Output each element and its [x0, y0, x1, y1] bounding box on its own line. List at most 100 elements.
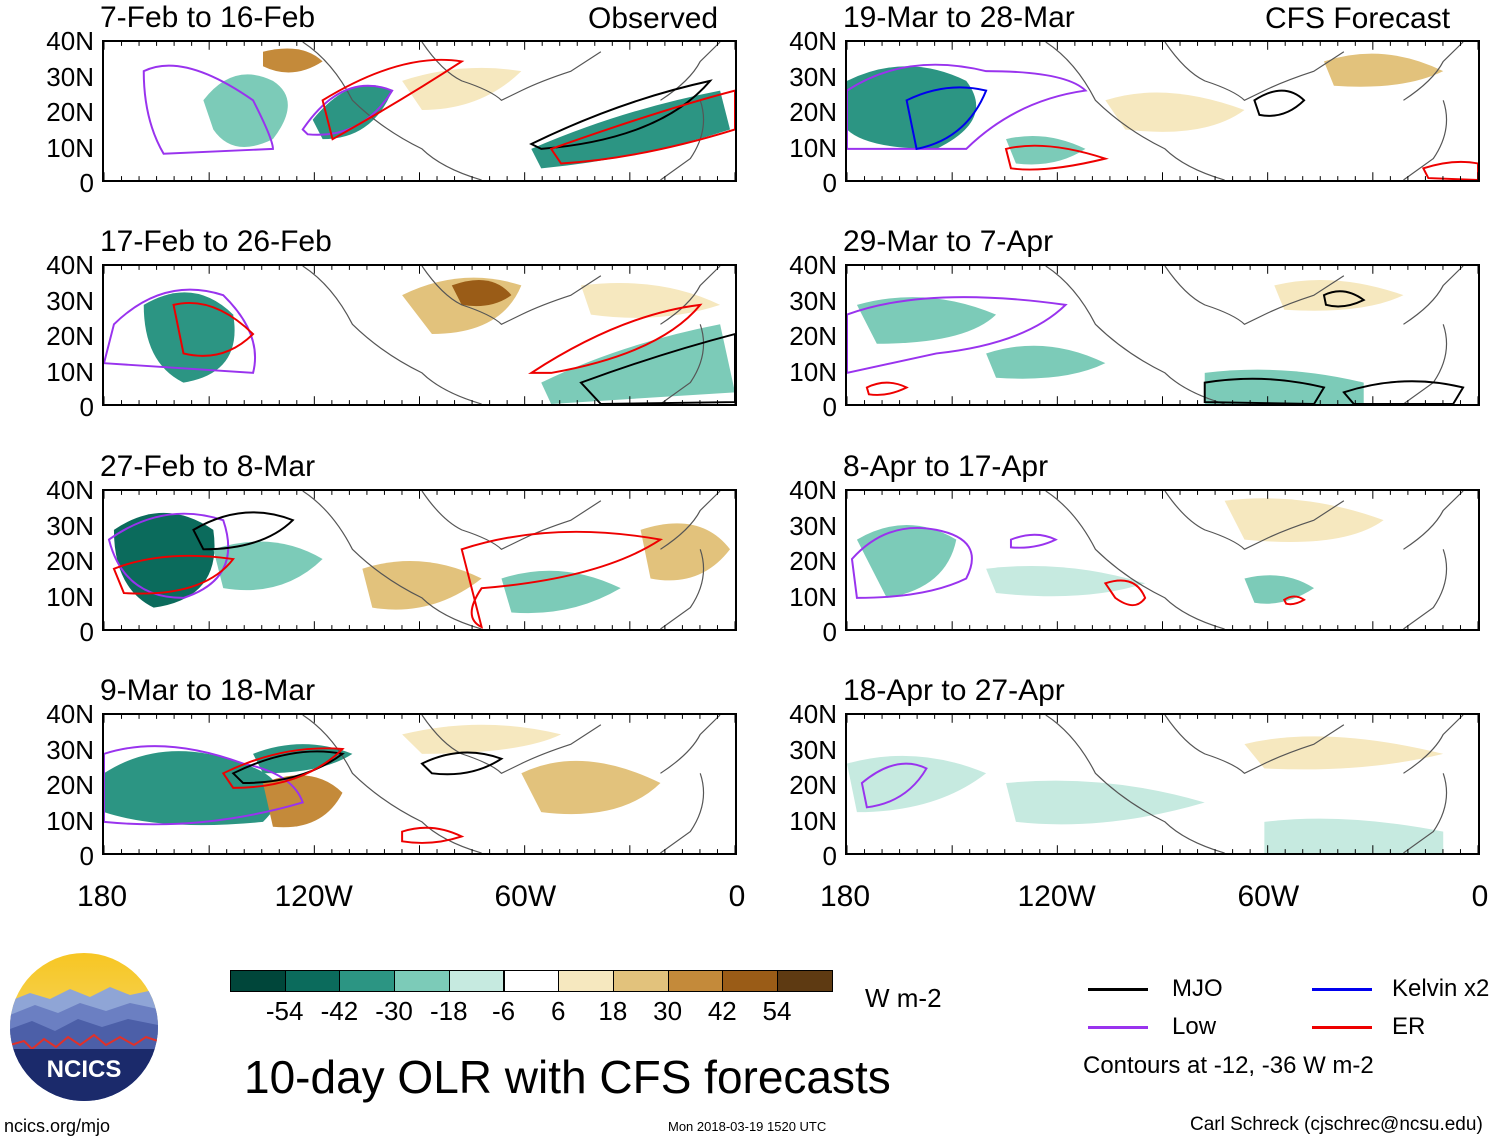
anomaly-contour — [847, 296, 1068, 374]
colorbar-label: -54 — [265, 996, 304, 1026]
colorbar-label: -42 — [320, 996, 359, 1026]
anomaly-contour — [231, 750, 345, 785]
right-xaxis-label: 120W — [1017, 880, 1096, 913]
anomaly-contour — [579, 333, 735, 404]
colorbar-label: 18 — [598, 996, 628, 1026]
olr-anomaly-shading — [213, 541, 323, 591]
left-panel-4-ylabel: 30N — [46, 734, 94, 765]
anomaly-contour — [142, 64, 274, 155]
right-panel-3-ylabel: 40N — [789, 475, 837, 505]
colorbar-cell — [612, 970, 669, 992]
right-panel-1-ylabel: 40N — [789, 26, 837, 56]
right-panel-1-ylabel: 10N — [789, 132, 837, 163]
anomaly-contour — [107, 512, 230, 599]
right-panel-4-ylabel: 0 — [822, 841, 837, 871]
logo-text: NCICS — [46, 1056, 122, 1083]
right-map-panel-3 — [845, 489, 1480, 631]
olr-anomaly-shading — [1274, 279, 1404, 311]
anomaly-contour — [1203, 377, 1326, 404]
left-xaxis-label: 0 — [728, 880, 746, 913]
olr-map — [104, 715, 735, 853]
left-map-panel-4 — [102, 713, 737, 855]
colorbar-units: W m-2 — [865, 983, 942, 1013]
olr-anomaly-shading — [1323, 53, 1444, 87]
colorbar-cell — [339, 970, 396, 992]
olr-anomaly-shading — [402, 724, 562, 754]
olr-anomaly-shading — [203, 74, 288, 147]
anomaly-contour — [221, 747, 345, 789]
colorbar-label: 6 — [550, 996, 566, 1026]
anomaly-contour — [1103, 579, 1147, 607]
left-panel-3-ylabel: 30N — [46, 510, 94, 541]
olr-anomaly-shading — [362, 560, 482, 610]
olr-anomaly-shading — [113, 512, 215, 608]
cfs-forecast-header: CFS Forecast — [1265, 2, 1451, 35]
olr-anomaly-shading — [1105, 92, 1245, 132]
colorbar-cell — [284, 970, 341, 992]
olr-anomaly-shading — [1244, 736, 1444, 770]
right-panel-3-ylabel: 20N — [789, 546, 837, 576]
colorbar-label: -30 — [375, 996, 413, 1026]
coastline — [302, 266, 721, 404]
right-panel-4-ylabel: 20N — [789, 770, 837, 800]
legend-label-er: ER — [1392, 1013, 1426, 1040]
legend-label-kelvin: Kelvin x2 — [1392, 975, 1490, 1002]
olr-anomaly-shading — [1005, 135, 1086, 165]
olr-anomaly-shading — [541, 324, 735, 404]
left-xaxis-label: 60W — [494, 880, 557, 913]
olr-anomaly-shading — [262, 48, 323, 73]
olr-anomaly-shading — [531, 90, 731, 169]
anomaly-contour — [112, 554, 235, 595]
left-panel-4-ylabel: 20N — [46, 770, 94, 800]
olr-anomaly-shading — [104, 751, 279, 826]
olr-anomaly-shading — [1005, 780, 1205, 825]
left-panel-1-ylabel: 40N — [46, 26, 94, 56]
anomaly-contour — [104, 745, 305, 826]
footer-url[interactable]: ncics.org/mjo — [4, 1116, 111, 1136]
olr-anomaly-shading — [521, 760, 661, 815]
left-panel-2-ylabel: 40N — [46, 250, 94, 280]
left-panel-title-1: 7-Feb to 16-Feb — [100, 1, 316, 34]
left-panel-3-ylabel: 10N — [46, 581, 94, 612]
right-xaxis-label: 0 — [1471, 880, 1489, 913]
left-panel-title-3: 27-Feb to 8-Mar — [100, 450, 316, 483]
coastline — [1045, 491, 1464, 629]
right-panel-title-4: 18-Apr to 27-Apr — [843, 674, 1065, 707]
anomaly-contour — [401, 826, 465, 844]
right-panel-3-ylabel: 30N — [789, 510, 837, 541]
left-xaxis-label: 180 — [76, 880, 128, 913]
olr-anomaly-shading — [1264, 818, 1444, 853]
observed-header: Observed — [588, 2, 719, 35]
coastline — [1045, 715, 1464, 853]
footer-credit: Carl Schreck (cjschrec@ncsu.edu) — [1190, 1114, 1483, 1135]
colorbar-cell — [448, 970, 505, 992]
legend-line-low — [1088, 1026, 1148, 1029]
olr-anomaly-shading — [1204, 369, 1364, 404]
right-panel-1-ylabel: 0 — [822, 168, 837, 198]
anomaly-contour — [529, 79, 713, 150]
left-map-panel-3 — [102, 489, 737, 631]
anomaly-contour — [865, 381, 909, 396]
coastline — [1045, 266, 1464, 404]
left-panel-1-ylabel: 30N — [46, 61, 94, 92]
colorbar-label: -18 — [430, 996, 468, 1026]
anomaly-contour — [850, 526, 973, 599]
left-panel-4-ylabel: 40N — [46, 699, 94, 729]
anomaly-contour — [1322, 290, 1366, 308]
colorbar-cell — [722, 970, 778, 992]
right-panel-1-ylabel: 20N — [789, 97, 837, 127]
olr-map — [104, 266, 735, 404]
anomaly-contour — [192, 511, 295, 551]
right-panel-title-1: 19-Mar to 28-Mar — [843, 1, 1075, 34]
left-panel-1-ylabel: 20N — [46, 97, 94, 127]
left-panel-3-ylabel: 20N — [46, 546, 94, 576]
olr-anomaly-shading — [501, 570, 621, 614]
anomaly-contour — [860, 762, 928, 809]
anomaly-contour — [104, 288, 257, 374]
olr-map — [847, 42, 1478, 180]
anomaly-contour — [172, 301, 255, 357]
olr-map — [847, 491, 1478, 629]
left-panel-1-ylabel: 0 — [79, 168, 94, 198]
anomaly-contour — [1253, 89, 1306, 117]
left-panel-title-2: 17-Feb to 26-Feb — [100, 225, 332, 258]
